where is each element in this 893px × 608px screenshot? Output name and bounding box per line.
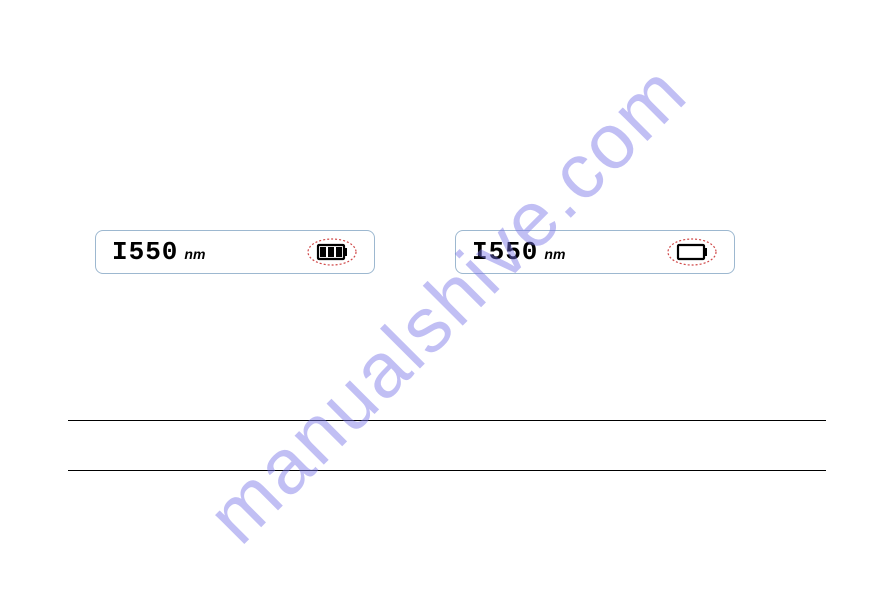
display-panel-right: I550 nm bbox=[455, 230, 735, 274]
battery-empty-icon bbox=[666, 237, 718, 267]
horizontal-rule-lower bbox=[68, 470, 826, 471]
reading-group-left: I550 nm bbox=[112, 237, 205, 267]
watermark: manualshive.com bbox=[189, 47, 704, 562]
reading-value-right: I550 bbox=[472, 237, 538, 267]
reading-group-right: I550 nm bbox=[472, 237, 565, 267]
battery-full-icon bbox=[306, 237, 358, 267]
reading-value-left: I550 bbox=[112, 237, 178, 267]
horizontal-rule-upper bbox=[68, 420, 826, 421]
reading-unit-right: nm bbox=[544, 246, 565, 262]
display-panel-left: I550 nm bbox=[95, 230, 375, 274]
reading-unit-left: nm bbox=[184, 246, 205, 262]
